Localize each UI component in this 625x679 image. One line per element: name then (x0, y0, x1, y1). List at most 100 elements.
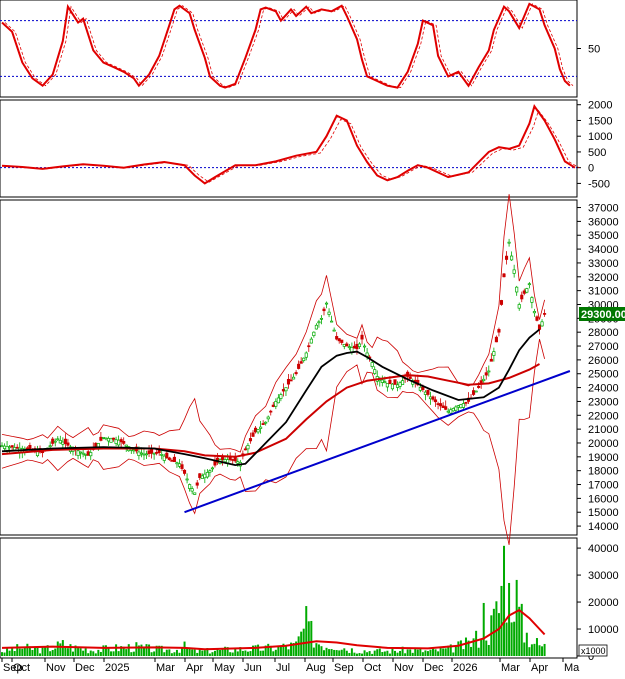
candle-body (307, 345, 311, 348)
volume-bar (470, 646, 473, 656)
volume-bar (137, 645, 140, 656)
candle-body (520, 294, 524, 300)
price-y-tick-label: 28000 (588, 327, 619, 339)
candle-body (449, 409, 453, 414)
x-tick-label: Mar (501, 662, 520, 674)
volume-bar (305, 606, 308, 656)
volume-panel: 40000 30000 20000 10000 0 (1, 543, 619, 663)
candle-body (236, 461, 240, 464)
candle-body (112, 437, 116, 440)
price-y-tick-label: 27000 (588, 341, 619, 353)
candle-body (360, 334, 364, 340)
volume-bar (18, 648, 21, 656)
volume-bar (541, 646, 544, 656)
candle-body (388, 379, 392, 385)
moving-average-red (1, 363, 540, 458)
volume-bar (426, 651, 429, 656)
volume-bar (13, 651, 16, 656)
volume-bar (363, 650, 366, 656)
candle-body (530, 297, 534, 303)
candle-body (253, 427, 258, 433)
volume-bar (500, 585, 503, 656)
candle-body (499, 300, 504, 305)
volume-bar (406, 649, 409, 656)
x-tick-label: Jun (244, 662, 262, 674)
candle-body (271, 404, 275, 407)
volume-bar (252, 645, 255, 656)
candle-body (269, 410, 273, 413)
volume-bar (33, 647, 36, 656)
candle-body (390, 383, 395, 390)
x-tick-label: Apr (531, 662, 548, 674)
volume-bar (429, 649, 432, 656)
macd-panel-frame (0, 99, 578, 198)
volume-bar (409, 649, 412, 656)
candle-body (292, 376, 296, 380)
volume-bar (267, 643, 270, 656)
volume-bar (335, 650, 338, 656)
volume-moving-average (1, 608, 546, 651)
volume-y-tick-label: 10000 (588, 624, 619, 636)
volume-bar (41, 646, 44, 656)
volume-bar (434, 649, 437, 656)
volume-bar (472, 638, 475, 656)
candle-body (535, 316, 539, 321)
volume-bar (284, 646, 287, 656)
candle-body (383, 381, 387, 384)
support-trendline (184, 370, 571, 514)
oscillator-panel-frame (0, 0, 578, 98)
volume-bar (530, 644, 533, 656)
candle-body (487, 370, 491, 373)
moving-average-black (1, 328, 541, 467)
candle-body (304, 352, 308, 358)
volume-bar (97, 649, 100, 656)
volume-bar (208, 653, 211, 656)
volume-bar (87, 653, 90, 656)
volume-bar (74, 645, 77, 656)
candle-body (208, 470, 212, 473)
price-panel-frame (0, 199, 578, 536)
bollinger-lower-band (1, 339, 545, 545)
volume-bar (69, 644, 72, 656)
volume-bar (173, 652, 176, 656)
candle-body (477, 385, 481, 388)
macd-panel: 2000 1500 1000 500 0 -500 (0, 100, 612, 190)
volume-bar (525, 632, 528, 656)
volume-bar (28, 646, 31, 656)
candle-body (537, 324, 542, 330)
volume-bar (383, 651, 386, 656)
volume-bar (388, 653, 391, 656)
volume-bar (269, 645, 272, 656)
candle-body (139, 452, 143, 455)
candle-body (48, 445, 52, 448)
volume-bar (175, 649, 178, 656)
candle-body (332, 329, 336, 332)
volume-bar (290, 642, 293, 656)
volume-bar (464, 637, 467, 656)
volume-bar (201, 650, 204, 656)
candle-body (335, 336, 339, 340)
x-tick-label: 2025 (105, 662, 129, 674)
candle-body (266, 416, 270, 420)
volume-bar (487, 644, 490, 656)
volume-bar (140, 644, 143, 656)
volume-bar (168, 649, 171, 656)
x-tick-label: Jul (276, 662, 290, 674)
candle-body (66, 442, 70, 446)
volume-bar (404, 653, 407, 656)
candle-body (327, 311, 331, 315)
volume-bar (155, 645, 158, 656)
candle-body (86, 451, 90, 456)
volume-bar (160, 645, 163, 656)
candle-body (522, 290, 526, 294)
volume-bar (213, 650, 216, 656)
volume-bar (21, 648, 24, 656)
volume-bar (59, 643, 62, 656)
candle-body (106, 438, 111, 442)
candle-body (302, 357, 306, 361)
volume-bar (325, 647, 328, 656)
macd-signal-line (6, 109, 580, 183)
volume-bar (224, 646, 227, 656)
candle-body (157, 449, 161, 454)
